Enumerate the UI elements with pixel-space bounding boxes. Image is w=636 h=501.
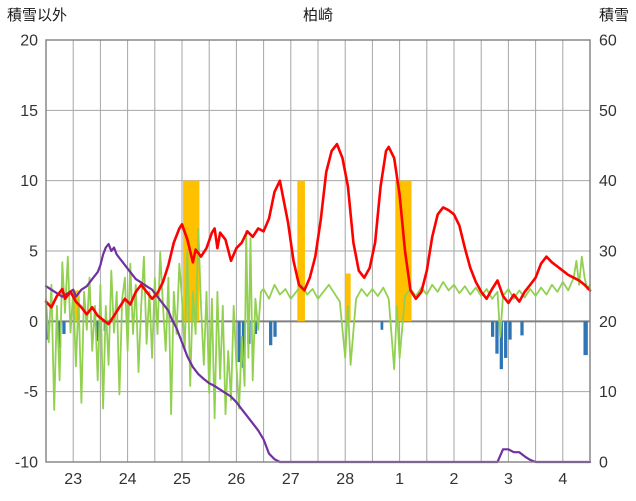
svg-text:2: 2 [450, 471, 459, 488]
svg-text:0: 0 [599, 455, 608, 472]
svg-text:23: 23 [64, 471, 82, 488]
svg-text:40: 40 [599, 173, 617, 190]
svg-text:50: 50 [599, 103, 617, 120]
chart-title: 柏崎 [302, 7, 333, 24]
svg-text:20: 20 [20, 33, 38, 50]
svg-text:20: 20 [599, 314, 617, 331]
svg-text:30: 30 [599, 244, 617, 261]
svg-text:24: 24 [119, 471, 137, 488]
svg-text:25: 25 [173, 471, 191, 488]
svg-text:60: 60 [599, 33, 617, 50]
svg-text:-10: -10 [15, 455, 38, 472]
svg-text:-5: -5 [24, 384, 38, 401]
svg-text:26: 26 [228, 471, 246, 488]
svg-text:15: 15 [20, 103, 38, 120]
svg-text:27: 27 [282, 471, 300, 488]
svg-text:1: 1 [395, 471, 404, 488]
right-axis-title: 積雪 [598, 7, 629, 24]
svg-text:10: 10 [20, 173, 38, 190]
svg-text:4: 4 [558, 471, 567, 488]
svg-text:5: 5 [29, 244, 38, 261]
svg-text:3: 3 [504, 471, 513, 488]
left-axis-title: 積雪以外 [7, 7, 68, 24]
svg-text:28: 28 [336, 471, 354, 488]
svg-text:0: 0 [29, 314, 38, 331]
svg-text:10: 10 [599, 384, 617, 401]
